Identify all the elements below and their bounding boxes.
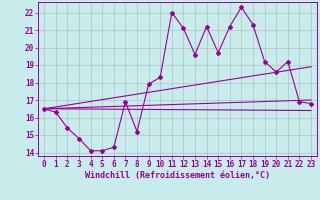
X-axis label: Windchill (Refroidissement éolien,°C): Windchill (Refroidissement éolien,°C) — [85, 171, 270, 180]
